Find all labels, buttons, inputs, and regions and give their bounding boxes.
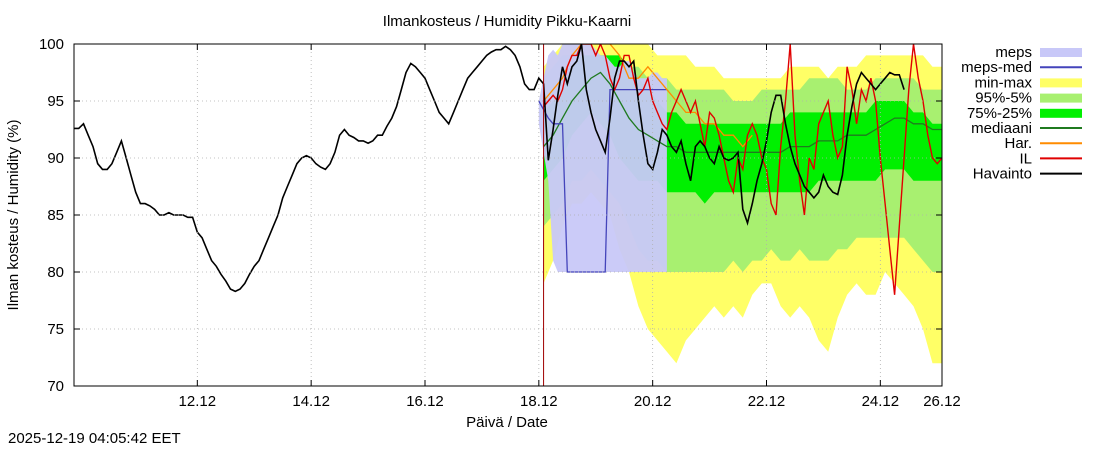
legend-label-p75: 75%-25% [967,105,1032,122]
y-tick-label: 80 [47,264,64,281]
x-axis-label: Päivä / Date [466,414,548,431]
legend-swatch-p95 [1040,93,1082,103]
legend-label-il: IL [1019,150,1032,167]
line-meps-med [538,88,667,273]
legend-label-meps: meps [995,44,1032,61]
x-tick-label: 16.12 [406,393,444,410]
x-tick-label: 26.12 [923,393,961,410]
legend-label-har: Har. [1004,135,1032,152]
y-axis-label: Ilman kosteus / Humidity (%) [5,120,22,311]
line-havainto [74,44,905,293]
legend-swatch-minmax [1040,78,1082,88]
series-group [74,44,942,364]
y-tick-label: 90 [47,150,64,167]
legend-swatch-meps [1040,48,1082,57]
y-tick-label: 85 [47,207,64,224]
line-il [543,44,942,295]
legend-swatch-p75 [1040,108,1082,118]
legend-label-meps_med: meps-med [961,59,1032,76]
y-tick-label: 95 [47,93,64,110]
chart-title: Ilmankosteus / Humidity Pikku-Kaarni [383,13,631,30]
y-tick-label: 100 [39,36,64,53]
legend-label-minmax: min-max [974,74,1032,91]
legend-label-p95: 95%-5% [975,90,1032,107]
plot-area [74,44,942,364]
axes: 70 75 80 85 90 95 100 12.12 14.12 16.12 18.12 20.12… [39,36,961,410]
y-tick-label: 75 [47,321,64,338]
y-tick-label: 70 [47,378,64,395]
legend-label-obs: Havainto [973,166,1032,183]
x-tick-label: 22.12 [748,393,786,410]
legend-label-median: mediaani [971,120,1032,137]
x-tick-label: 14.12 [292,393,330,410]
x-tick-label: 24.12 [862,393,900,410]
x-tick-label: 18.12 [520,393,558,410]
x-tick-label: 12.12 [179,393,217,410]
line-median [543,71,942,153]
timestamp: 2025-12-19 04:05:42 EET [8,430,181,447]
legend: mepsmeps-medmin-max95%-5%75%-25%mediaani… [961,44,1082,183]
x-tick-label: 20.12 [634,393,672,410]
